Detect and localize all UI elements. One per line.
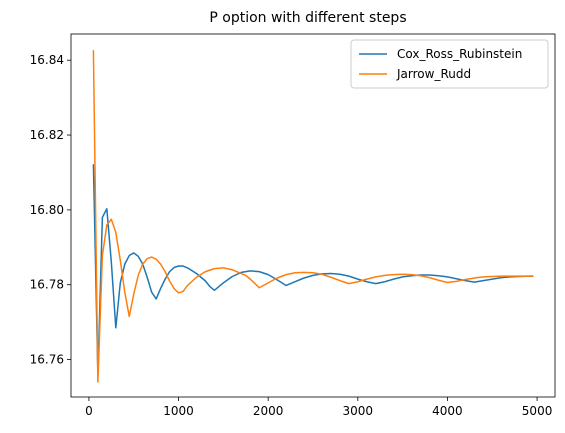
y-tick-label: 16.80	[30, 203, 64, 217]
y-tick-label: 16.78	[30, 278, 64, 292]
plot-area	[71, 34, 555, 397]
legend-frame	[350, 39, 549, 89]
x-tick-label: 4000	[432, 404, 463, 418]
x-tick-label: 3000	[343, 404, 374, 418]
x-tick-label: 0	[85, 404, 93, 418]
y-tick-label: 16.76	[30, 353, 64, 367]
axes-frame	[70, 33, 556, 398]
series-layer	[92, 50, 534, 383]
series-line-jarrow-rudd	[92, 50, 534, 383]
x-tick-label: 5000	[522, 404, 553, 418]
legend: Cox_Ross_Rubinstein Jarrow_Rudd	[350, 39, 549, 89]
chart-title: P option with different steps	[209, 10, 406, 26]
x-tick-label: 2000	[253, 404, 284, 418]
legend-label-jarrow-rudd: Jarrow_Rudd	[396, 67, 471, 81]
y-tick-label: 16.84	[30, 53, 64, 67]
x-tick-label: 1000	[163, 404, 194, 418]
axis-layer: 0 1000 2000 3000 4000 5000 16.76 16.78 16.80 16.8…	[30, 33, 556, 418]
y-tick-label: 16.82	[30, 128, 64, 142]
series-line-cox-ross-rubinstein	[92, 164, 534, 376]
legend-label-cox-ross-rubinstein: Cox_Ross_Rubinstein	[397, 47, 522, 61]
axes-background	[71, 34, 555, 397]
